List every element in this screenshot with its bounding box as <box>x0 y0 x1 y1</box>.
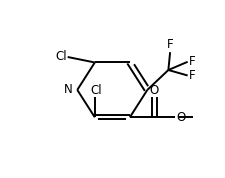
Text: O: O <box>176 111 185 124</box>
Text: F: F <box>166 38 173 51</box>
Text: Cl: Cl <box>55 51 67 64</box>
Text: F: F <box>188 69 195 82</box>
Text: N: N <box>64 83 73 96</box>
Text: Cl: Cl <box>90 84 102 97</box>
Text: F: F <box>188 55 195 68</box>
Text: O: O <box>149 84 158 97</box>
